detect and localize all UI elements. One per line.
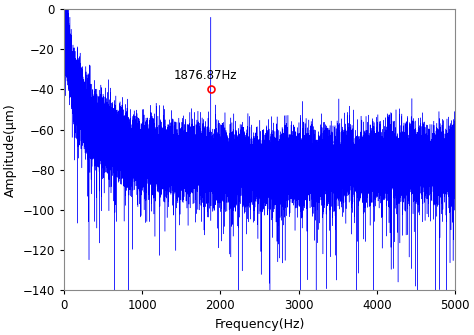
X-axis label: Frequency(Hz): Frequency(Hz) xyxy=(214,318,305,331)
Text: 1876.87Hz: 1876.87Hz xyxy=(173,69,237,82)
Y-axis label: Amplitude(μm): Amplitude(μm) xyxy=(4,103,17,197)
